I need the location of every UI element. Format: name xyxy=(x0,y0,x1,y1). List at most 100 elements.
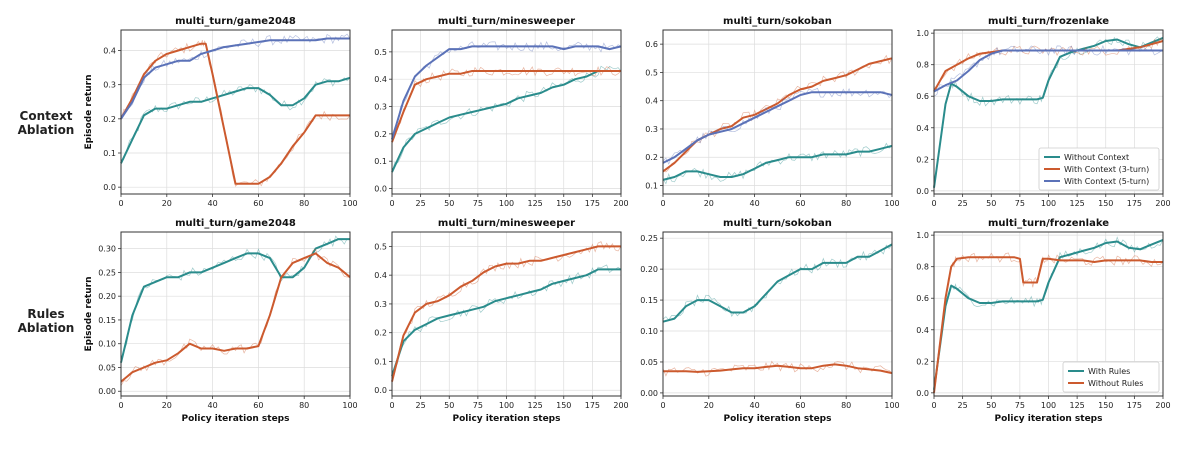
x-axis-label: Policy iteration steps xyxy=(182,414,290,424)
y-tick-label: 0.8 xyxy=(916,263,929,272)
series-line-without-rules xyxy=(933,256,1163,393)
x-tick-label: 75 xyxy=(1015,199,1025,208)
plot-frame xyxy=(391,29,622,195)
x-tick-label: 0 xyxy=(660,401,665,410)
chart-title: multi_turn/sokoban xyxy=(723,16,832,27)
y-tick-label: 0.3 xyxy=(103,81,116,90)
x-tick-label: 20 xyxy=(162,199,172,208)
panel-context-game2048: multi_turn/game2048 0 20 40 60 80 100 0.0 0.1 0.2… xyxy=(84,16,358,208)
series-raw-without-rules xyxy=(391,241,622,384)
panel-rules-frozenlake: multi_turn/frozenlake 0 25 50 75 100 125 150 175… xyxy=(916,218,1170,424)
x-tick-label: 60 xyxy=(795,401,805,410)
x-tick-label: 80 xyxy=(299,199,309,208)
chart-title: multi_turn/frozenlake xyxy=(988,218,1109,229)
series-line-with-rules xyxy=(391,268,621,377)
y-tick-label: 0.5 xyxy=(374,48,387,57)
plot-frame xyxy=(933,29,1164,195)
y-tick-label: 0.4 xyxy=(916,326,929,335)
series-line-with-context-5-turn xyxy=(391,45,622,140)
x-tick-label: 0 xyxy=(660,199,665,208)
legend-box xyxy=(1062,361,1160,393)
y-tick-label: 0.3 xyxy=(645,125,658,134)
x-tick-label: 125 xyxy=(1069,401,1084,410)
series-raw-with-context-3-turn xyxy=(662,54,893,173)
y-tick-label: 0.1 xyxy=(374,157,387,166)
y-tick-label: 0.30 xyxy=(98,245,116,254)
x-tick-label: 100 xyxy=(499,199,514,208)
x-tick-label: 40 xyxy=(750,401,760,410)
series-line-without-context xyxy=(391,70,621,173)
y-tick-label: 0.2 xyxy=(916,155,929,164)
x-tick-label: 25 xyxy=(416,401,426,410)
x-tick-label: 125 xyxy=(527,401,542,410)
x-tick-label: 150 xyxy=(556,199,571,208)
y-tick-label: 0.0 xyxy=(374,185,387,194)
x-tick-label: 0 xyxy=(389,199,394,208)
series-line-without-context xyxy=(662,144,893,181)
y-tick-label: 0.4 xyxy=(645,97,658,106)
y-tick-label: 0.00 xyxy=(98,387,116,396)
series-line-without-context xyxy=(120,76,351,164)
x-tick-label: 125 xyxy=(527,199,542,208)
chart-title: multi_turn/frozenlake xyxy=(988,16,1109,27)
panel-rules-sokoban: multi_turn/sokoban 0 20 40 60 80 100 0.00 0.05 0.… xyxy=(640,218,899,424)
y-tick-label: 0.4 xyxy=(374,75,387,84)
y-axis-label: Episode return xyxy=(84,277,94,352)
x-tick-label: 50 xyxy=(444,199,454,208)
chart-title: multi_turn/game2048 xyxy=(175,16,296,27)
y-tick-label: 1.0 xyxy=(916,29,929,38)
x-tick-label: 200 xyxy=(1155,199,1170,208)
x-tick-label: 60 xyxy=(253,199,263,208)
plot-frame xyxy=(120,231,351,397)
series-line-with-context-5-turn xyxy=(120,37,350,120)
legend-entry-with-context-3-turn: With Context (3-turn) xyxy=(1064,165,1149,174)
x-tick-label: 80 xyxy=(299,401,309,410)
y-tick-label: 0.2 xyxy=(103,115,116,124)
y-tick-label: 0.4 xyxy=(374,271,387,280)
y-tick-label: 0.4 xyxy=(916,124,929,133)
x-tick-label: 50 xyxy=(986,199,996,208)
y-tick-label: 0.15 xyxy=(98,316,116,325)
plot-frame xyxy=(662,231,893,397)
series-line-without-rules xyxy=(663,363,893,375)
series-raw-with-context-5-turn xyxy=(933,44,1164,97)
series-line-with-rules xyxy=(120,238,350,363)
series-raw-without-rules xyxy=(120,248,351,386)
series-line-without-context xyxy=(933,36,1164,188)
series-line-with-rules xyxy=(933,238,1164,390)
x-tick-label: 125 xyxy=(1069,199,1084,208)
x-tick-label: 100 xyxy=(1041,199,1056,208)
series-raw-without-context xyxy=(662,142,893,185)
y-tick-label: 0.3 xyxy=(374,300,387,309)
panel-rules-minesweeper: multi_turn/minesweeper 0 25 50 75 100 125 150 17… xyxy=(374,218,628,424)
series-line-with-context-5-turn xyxy=(662,91,893,164)
y-tick-label: 0.20 xyxy=(98,292,116,301)
y-tick-label: 0.0 xyxy=(374,386,387,395)
x-tick-label: 20 xyxy=(162,401,172,410)
series-raw-without-context xyxy=(120,77,351,162)
x-tick-label: 80 xyxy=(841,401,851,410)
panel-context-sokoban: multi_turn/sokoban 0 20 40 60 80 100 0.1 0.2 0.3 0… xyxy=(645,16,899,208)
x-tick-label: 175 xyxy=(1127,199,1142,208)
x-tick-label: 150 xyxy=(1098,401,1113,410)
x-tick-label: 0 xyxy=(931,199,936,208)
x-tick-label: 20 xyxy=(704,199,714,208)
panel-context-minesweeper: multi_turn/minesweeper 0 25 50 75 100 125 150 17… xyxy=(374,16,628,208)
y-tick-label: 0.2 xyxy=(374,130,387,139)
series-line-without-rules xyxy=(120,252,351,383)
y-tick-label: 0.0 xyxy=(916,187,929,196)
y-tick-label: 0.3 xyxy=(374,103,387,112)
y-tick-label: 0.8 xyxy=(916,61,929,70)
series-raw-with-context-5-turn xyxy=(662,87,893,165)
plot-frame xyxy=(120,29,351,195)
y-tick-label: 0.10 xyxy=(640,327,658,336)
y-tick-label: 0.25 xyxy=(98,268,116,277)
chart-title: multi_turn/game2048 xyxy=(175,218,296,229)
y-tick-label: 0.00 xyxy=(640,389,658,398)
x-tick-label: 75 xyxy=(1015,401,1025,410)
legend-entry-without-rules: Without Rules xyxy=(1088,379,1143,388)
y-tick-label: 0.5 xyxy=(645,68,658,77)
x-tick-label: 100 xyxy=(342,401,357,410)
x-tick-label: 25 xyxy=(416,199,426,208)
